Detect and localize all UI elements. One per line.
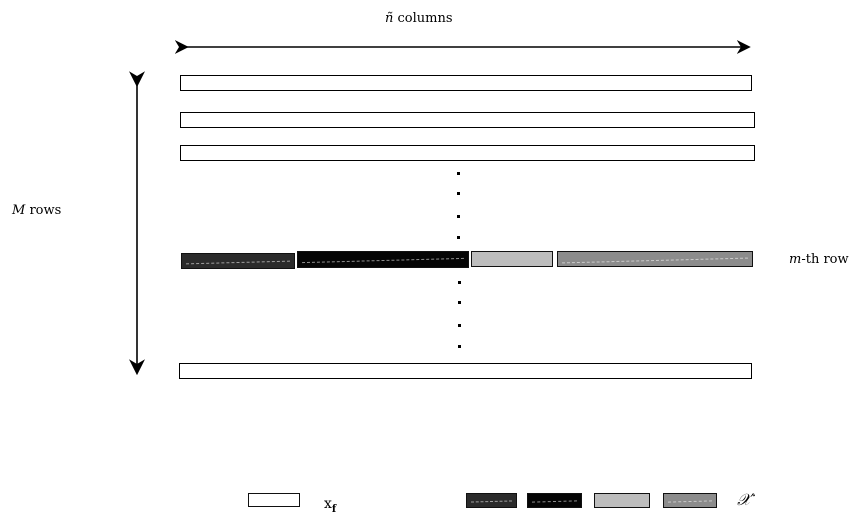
ellipsis-dot bbox=[457, 215, 460, 218]
legend-swatch-3 bbox=[594, 493, 650, 508]
mth-row-segment-2 bbox=[297, 251, 469, 268]
legend-swatch-2 bbox=[527, 493, 582, 508]
ellipsis-dot bbox=[457, 192, 460, 195]
rows-label: M rows bbox=[12, 204, 61, 217]
legend-swatch-1 bbox=[466, 493, 517, 508]
legend-blank-symbol: x bbox=[324, 496, 332, 512]
columns-label: ñ columns bbox=[385, 12, 453, 25]
legend-swatch-4 bbox=[663, 493, 717, 508]
mth-row-text: -th row bbox=[801, 252, 849, 267]
rows-text: rows bbox=[29, 203, 62, 218]
ellipsis-dot bbox=[458, 324, 461, 327]
columns-symbol: ñ bbox=[385, 11, 394, 26]
mth-row-label: m-th row bbox=[789, 253, 849, 266]
legend-shaded-label: 𝒳′ bbox=[737, 490, 755, 509]
columns-text: columns bbox=[397, 11, 453, 26]
ellipsis-dot bbox=[457, 172, 460, 175]
row-3 bbox=[180, 145, 755, 161]
row-last bbox=[179, 363, 752, 379]
ellipsis-dot bbox=[458, 281, 461, 284]
rows-symbol: M bbox=[12, 203, 26, 218]
mth-row-segment-1 bbox=[181, 253, 295, 269]
row-2 bbox=[180, 112, 755, 128]
ellipsis-dot bbox=[458, 345, 461, 348]
legend-blank-swatch bbox=[248, 493, 300, 507]
row-1 bbox=[180, 75, 752, 91]
mth-row-symbol: m bbox=[789, 252, 802, 267]
mth-row-segment-4 bbox=[557, 251, 753, 267]
legend-blank-subscript: f bbox=[331, 503, 337, 515]
ellipsis-dot bbox=[458, 301, 461, 304]
legend-blank-label: xf bbox=[324, 497, 336, 515]
ellipsis-dot bbox=[457, 236, 460, 239]
mth-row-segment-3 bbox=[471, 251, 553, 267]
